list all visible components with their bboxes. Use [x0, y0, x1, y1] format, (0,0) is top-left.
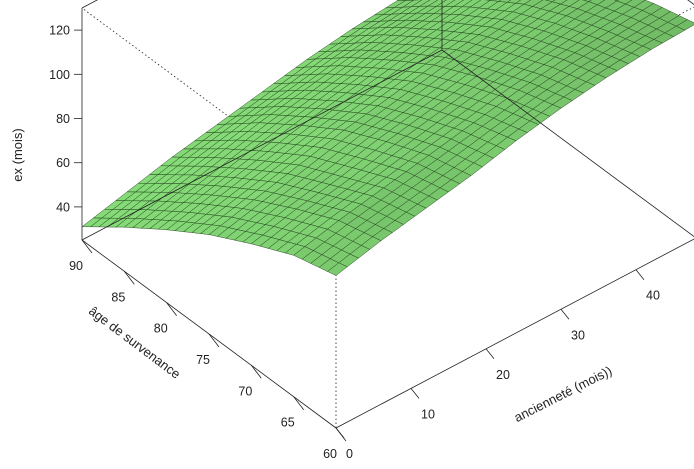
z-tick-label: 40	[56, 200, 70, 214]
y-axis-label: âge de survenance	[86, 303, 183, 382]
x-tick	[485, 348, 495, 360]
y-tick	[81, 239, 93, 254]
surface-mesh	[81, 0, 694, 276]
y-tick	[208, 333, 220, 348]
y-tick-label: 90	[69, 259, 83, 273]
x-tick-label: 30	[571, 328, 585, 342]
x-tick-label: 40	[646, 289, 660, 303]
y-tick-label: 70	[238, 384, 252, 398]
y-tick-label: 80	[154, 322, 168, 336]
x-tick	[635, 269, 645, 280]
axes: 40 60 80 100 120 60 65 70 75 80 85 90 0 10 20 30 40	[49, 24, 660, 461]
x-axis-label: ancienneté (mois))	[512, 363, 615, 425]
z-tick-label: 100	[49, 68, 70, 82]
y-tick	[293, 396, 305, 410]
y-tick-label: 75	[196, 353, 210, 367]
x-tick-label: 0	[346, 447, 353, 461]
y-tick-label: 60	[323, 447, 337, 461]
x-tick	[335, 427, 345, 439]
y-tick-label: 65	[281, 416, 295, 430]
box-edge	[81, 49, 443, 241]
box-edge	[335, 238, 694, 429]
y-tick-label: 85	[111, 290, 125, 304]
z-tick-label: 60	[56, 156, 70, 170]
z-axis-label: ex (mois)	[10, 128, 25, 181]
x-tick-label: 10	[421, 407, 435, 421]
x-tick	[410, 388, 420, 399]
z-tick-label: 120	[49, 24, 70, 38]
y-tick	[166, 302, 178, 316]
surface-facet	[327, 262, 348, 276]
z-tick-label: 80	[56, 112, 70, 126]
box-edge	[441, 49, 694, 238]
x-tick	[560, 309, 570, 320]
x-tick-label: 20	[496, 368, 510, 382]
y-tick	[250, 365, 262, 379]
y-tick	[123, 271, 135, 285]
